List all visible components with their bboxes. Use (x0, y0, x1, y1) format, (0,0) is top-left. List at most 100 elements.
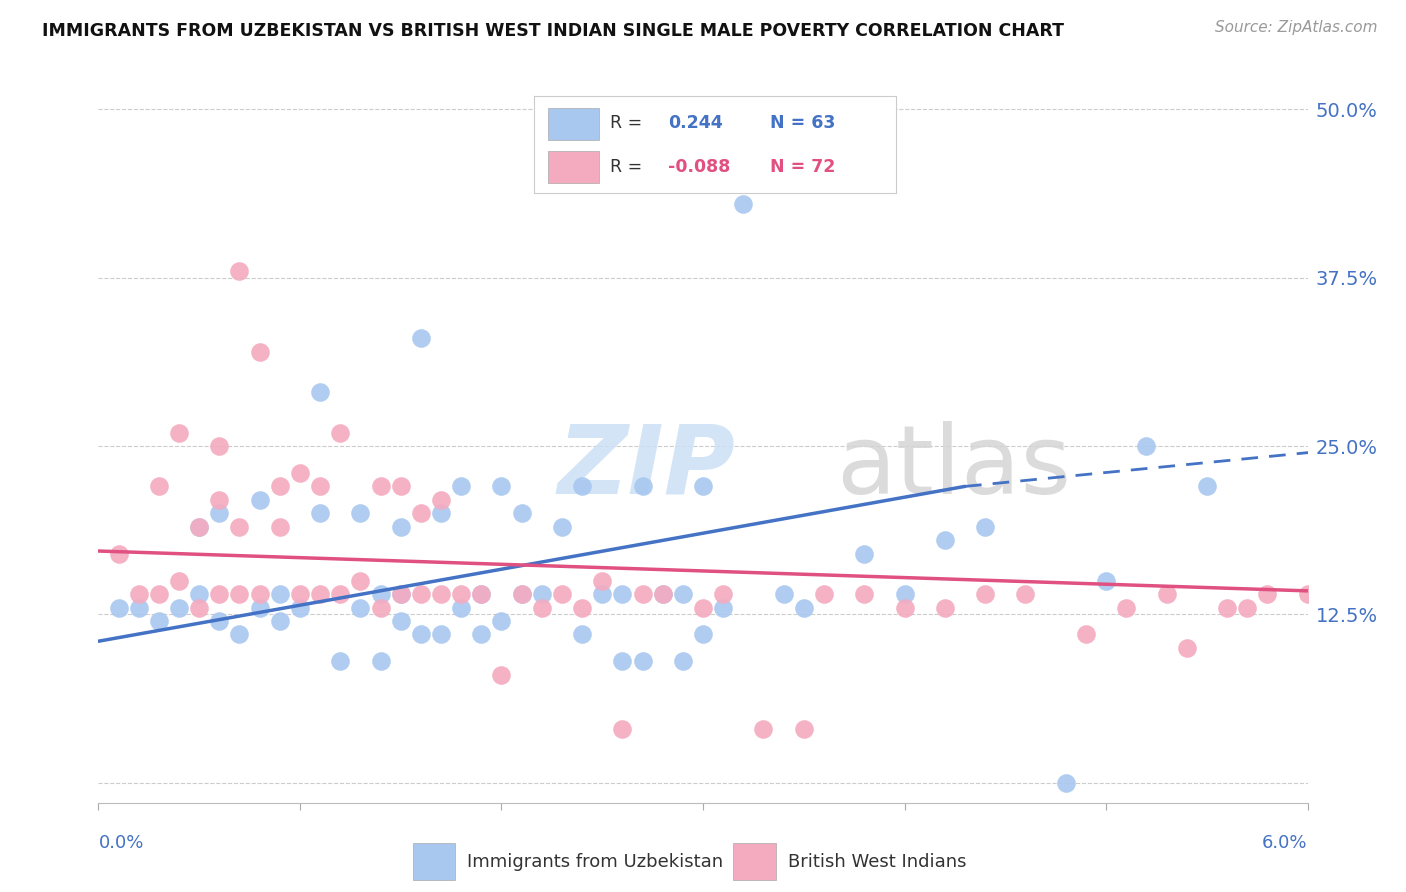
Point (853, 587, 876, 601)
Point (450, 600, 472, 615)
Point (631, 479, 654, 493)
Point (813, 587, 835, 601)
Point (631, 587, 654, 601)
Point (329, 587, 352, 601)
Point (349, 506, 371, 520)
Point (430, 506, 453, 520)
Point (470, 587, 492, 601)
Point (370, 655, 392, 669)
Point (530, 587, 553, 601)
Point (1195, 479, 1218, 493)
Point (329, 425, 352, 440)
Point (269, 520, 291, 534)
Point (249, 587, 271, 601)
Point (269, 479, 291, 493)
Point (167, 425, 190, 440)
Point (692, 479, 714, 493)
Text: Source: ZipAtlas.com: Source: ZipAtlas.com (1215, 20, 1378, 35)
Point (1316, 587, 1339, 601)
Point (733, 196, 755, 211)
Point (1135, 439, 1157, 453)
Point (450, 587, 472, 601)
Point (934, 600, 956, 615)
Point (309, 587, 332, 601)
Point (249, 344, 271, 359)
Text: 6.0%: 6.0% (1263, 834, 1308, 852)
Point (1014, 587, 1036, 601)
Point (188, 600, 211, 615)
Point (1357, 587, 1379, 601)
Point (711, 600, 734, 615)
Point (1256, 587, 1278, 601)
Point (128, 600, 150, 615)
Point (309, 385, 332, 400)
Point (551, 520, 574, 534)
Text: 0.0%: 0.0% (98, 834, 143, 852)
Point (1236, 600, 1258, 615)
Point (128, 587, 150, 601)
Point (510, 506, 533, 520)
Point (1296, 587, 1319, 601)
Point (370, 587, 392, 601)
Point (1175, 640, 1198, 655)
Text: ZIP: ZIP (558, 421, 735, 514)
Point (1156, 587, 1178, 601)
Point (430, 492, 453, 507)
Point (107, 600, 129, 615)
Point (409, 587, 432, 601)
Point (349, 600, 371, 615)
Point (571, 600, 593, 615)
Point (631, 655, 654, 669)
Point (772, 587, 794, 601)
Point (288, 587, 311, 601)
Point (1074, 627, 1097, 641)
Point (188, 520, 211, 534)
Point (612, 587, 634, 601)
Point (491, 479, 513, 493)
Point (188, 587, 211, 601)
Point (974, 520, 997, 534)
Point (208, 587, 231, 601)
Point (430, 587, 453, 601)
Point (571, 627, 593, 641)
Point (208, 492, 231, 507)
Point (249, 600, 271, 615)
Point (612, 655, 634, 669)
Point (793, 722, 815, 736)
Point (269, 614, 291, 628)
Point (1216, 600, 1239, 615)
Point (1095, 574, 1118, 588)
Point (208, 614, 231, 628)
Point (934, 533, 956, 548)
Point (208, 439, 231, 453)
Point (752, 722, 775, 736)
Point (893, 600, 915, 615)
Point (1054, 775, 1077, 789)
Point (148, 614, 170, 628)
Point (1376, 587, 1399, 601)
Text: IMMIGRANTS FROM UZBEKISTAN VS BRITISH WEST INDIAN SINGLE MALE POVERTY CORRELATIO: IMMIGRANTS FROM UZBEKISTAN VS BRITISH WE… (42, 22, 1064, 40)
Point (1398, 600, 1406, 615)
Point (409, 627, 432, 641)
Point (510, 587, 533, 601)
Point (853, 547, 876, 561)
Point (409, 331, 432, 345)
Point (711, 587, 734, 601)
Point (389, 587, 412, 601)
Point (329, 655, 352, 669)
Point (107, 547, 129, 561)
Point (430, 627, 453, 641)
Point (269, 587, 291, 601)
Point (591, 587, 613, 601)
Point (672, 655, 695, 669)
Point (389, 479, 412, 493)
Point (692, 627, 714, 641)
Point (470, 627, 492, 641)
Point (450, 479, 472, 493)
Point (672, 587, 695, 601)
Point (974, 587, 997, 601)
Point (228, 520, 250, 534)
Point (389, 520, 412, 534)
Point (612, 722, 634, 736)
Point (530, 600, 553, 615)
